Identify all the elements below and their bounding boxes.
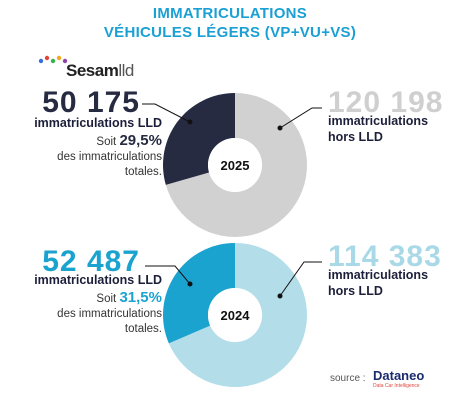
logo-dots-icon	[38, 55, 68, 64]
leader-dot-2024-lld	[187, 281, 193, 287]
label-2024-lld: immatriculations LLD	[34, 273, 162, 287]
slice-2025-hors-lld	[165, 93, 307, 237]
leader-2025-lld	[142, 103, 191, 123]
slice-2024-lld	[162, 243, 235, 344]
donut-2025: 2025	[142, 93, 322, 237]
center-label-2024: 2024	[221, 308, 251, 323]
center-label-2025: 2025	[221, 158, 250, 173]
value-2024-hors-lld: 114 383	[328, 240, 442, 273]
value-2025-hors-lld: 120 198	[328, 86, 444, 119]
chart-subtitle: VÉHICULES LÉGERS (VP+VU+VS)	[103, 24, 357, 41]
sesamlld-logo: Sesamlld	[38, 54, 148, 88]
leader-2024-hors	[279, 261, 322, 297]
label-2025-hors-lld: immatriculations hors LLD	[328, 114, 429, 144]
slice-2024-hors-lld	[168, 243, 307, 387]
note-2024: Soit 31,5% des immatriculations totales.	[57, 289, 162, 335]
logo-text: Sesamlld	[66, 61, 134, 80]
label-2024-hors-lld: immatriculations hors LLD	[328, 268, 429, 298]
value-2024-lld: 52 487	[42, 245, 140, 278]
leader-2025-hors	[279, 107, 322, 129]
dataneo-logo: Dataneo Data Car Intelligence	[373, 368, 425, 389]
leader-2024-lld	[145, 265, 191, 285]
donut-hole-2024	[208, 288, 262, 342]
label-2025-lld: immatriculations LLD	[34, 116, 162, 130]
chart-title: IMMATRICULATIONS	[152, 5, 308, 22]
leader-dot-2024-hors	[277, 293, 283, 299]
source-label: source :	[330, 373, 366, 384]
leader-dot-2025-lld	[187, 119, 193, 125]
slice-2025-lld	[163, 93, 235, 185]
leader-dot-2025-hors	[277, 125, 283, 131]
donut-2024: 2024	[145, 243, 322, 387]
note-2025: Soit 29,5% des immatriculations totales.	[57, 132, 162, 178]
pct-2024: 31,5%	[119, 289, 162, 306]
value-2025-lld: 50 175	[42, 86, 140, 119]
pct-2025: 29,5%	[119, 132, 162, 149]
donut-hole-2025	[208, 138, 262, 192]
